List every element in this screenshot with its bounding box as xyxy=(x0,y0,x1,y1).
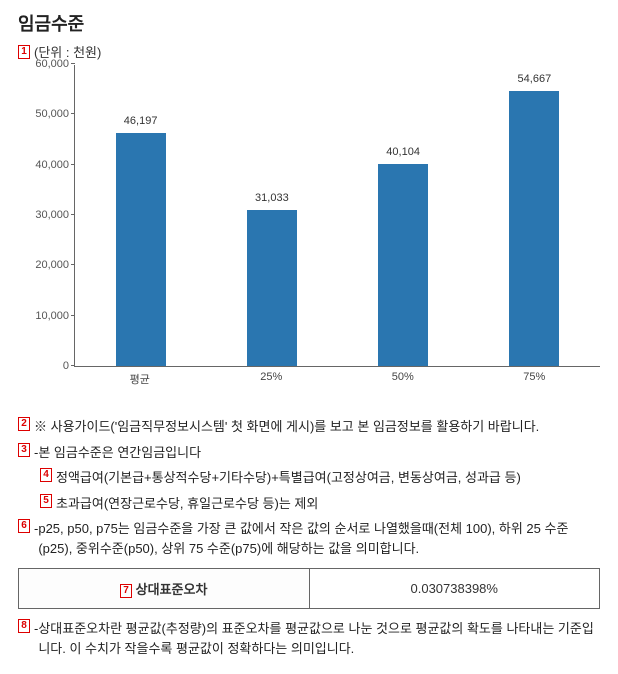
note-line-4: 4 정액급여(기본급+통상적수당+기타수당)+특별급여(고정상여금, 변동상여금… xyxy=(40,468,600,488)
note-line-8: 8 - 상대표준오차란 평균값(추정량)의 표준오차를 평균값으로 나눈 것으로… xyxy=(18,619,600,658)
x-axis-labels: 평균 25% 50% 75% xyxy=(74,371,600,387)
marker-4: 4 xyxy=(40,468,52,482)
marker-5: 5 xyxy=(40,494,52,508)
bar-value-label: 54,667 xyxy=(509,73,559,85)
note-text-8: 상대표준오차란 평균값(추정량)의 표준오차를 평균값으로 나눈 것으로 평균값… xyxy=(38,619,600,658)
x-tick-label: 75% xyxy=(509,371,559,387)
note-line-3: 3 - 본 임금수준은 연간임금입니다 xyxy=(18,443,600,463)
unit-row: 1 (단위 : 천원) xyxy=(18,42,600,61)
note-line-6: 6 - p25, p50, p75는 임금수준을 가장 큰 값에서 작은 값의 … xyxy=(18,519,600,558)
note-text-5: 초과급여(연장근로수당, 휴일근로수당 등)는 제외 xyxy=(56,494,318,514)
note-text-3: 본 임금수준은 연간임금입니다 xyxy=(38,443,201,463)
bar-column: 40,104 xyxy=(378,164,428,366)
bar-value-label: 40,104 xyxy=(378,146,428,158)
bar-chart: 010,00020,00030,00040,00050,00060,00046,… xyxy=(74,65,600,367)
marker-6: 6 xyxy=(18,519,30,533)
marker-2: 2 xyxy=(18,417,30,431)
bar xyxy=(509,91,559,366)
note-text-6: p25, p50, p75는 임금수준을 가장 큰 값에서 작은 값의 순서로 … xyxy=(38,519,600,558)
page-title: 임금수준 xyxy=(18,10,600,36)
bar-value-label: 31,033 xyxy=(247,192,297,204)
x-tick-label: 25% xyxy=(246,371,296,387)
table-header-text: 상대표준오차 xyxy=(136,582,208,597)
marker-8: 8 xyxy=(18,619,30,633)
marker-3: 3 xyxy=(18,443,30,457)
y-tick-label: 0 xyxy=(25,360,69,372)
table-header-cell: 7 상대표준오차 xyxy=(19,569,310,609)
bar xyxy=(116,133,166,366)
note-line-2: 2 ※ 사용가이드('임금직무정보시스템' 첫 화면에 게시)를 보고 본 임금… xyxy=(18,417,600,437)
note-text-2: ※ 사용가이드('임금직무정보시스템' 첫 화면에 게시)를 보고 본 임금정보… xyxy=(34,417,539,437)
note-text-4: 정액급여(기본급+통상적수당+기타수당)+특별급여(고정상여금, 변동상여금, … xyxy=(56,468,521,488)
bar-column: 54,667 xyxy=(509,91,559,366)
y-tick-label: 40,000 xyxy=(25,159,69,171)
stderr-table: 7 상대표준오차 0.030738398% xyxy=(18,568,600,609)
marker-1: 1 xyxy=(18,45,30,59)
bar-column: 31,033 xyxy=(247,210,297,366)
y-tick-label: 60,000 xyxy=(25,58,69,70)
note-line-5: 5 초과급여(연장근로수당, 휴일근로수당 등)는 제외 xyxy=(40,494,600,514)
marker-7: 7 xyxy=(120,584,132,598)
bar xyxy=(378,164,428,366)
y-tick-label: 20,000 xyxy=(25,259,69,271)
notes-section: 2 ※ 사용가이드('임금직무정보시스템' 첫 화면에 게시)를 보고 본 임금… xyxy=(18,417,600,658)
y-tick-label: 10,000 xyxy=(25,310,69,322)
y-tick-label: 30,000 xyxy=(25,209,69,221)
bar-value-label: 46,197 xyxy=(116,115,166,127)
bar xyxy=(247,210,297,366)
x-tick-label: 평균 xyxy=(115,371,165,387)
bar-column: 46,197 xyxy=(116,133,166,366)
x-tick-label: 50% xyxy=(378,371,428,387)
y-tick-label: 50,000 xyxy=(25,108,69,120)
table-value-cell: 0.030738398% xyxy=(309,569,600,609)
